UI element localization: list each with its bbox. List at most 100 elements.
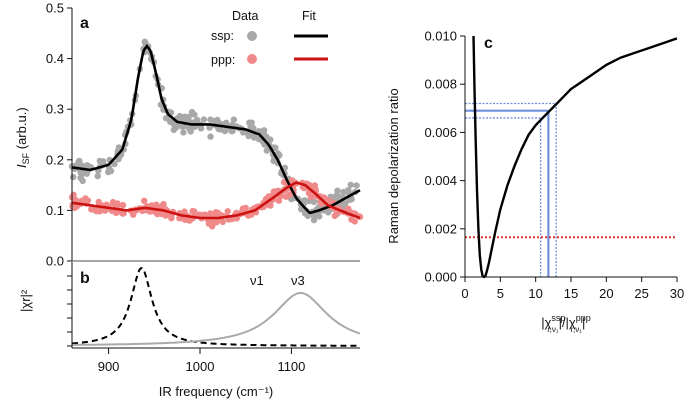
ppp-data-point: [72, 196, 79, 204]
panel-c-y-tick-label: 0.010: [424, 29, 457, 44]
ssp-data-point: [301, 197, 308, 204]
panel-c-x-tick-label: 20: [599, 286, 613, 301]
panel-a: 0.00.10.20.30.40.5 a Data Fit ssp: ppp: …: [14, 1, 364, 269]
ssp-data-point: [263, 147, 270, 154]
panel-b: 900 1000 1100 b ν1 ν3 |χr|² IR frequency (…: [18, 262, 361, 399]
panel-a-y-tick-label: 0.4: [46, 51, 64, 66]
panel-b-y-label: |χr|²: [18, 289, 33, 312]
panel-c-y-tick-label: 0.006: [424, 125, 457, 140]
ppp-data-point: [109, 200, 117, 207]
ppp-data-point: [196, 211, 203, 218]
ssp-data-point: [167, 118, 174, 126]
panel-c-y-tick-label: 0.004: [424, 173, 457, 188]
panel-c-guide-lines: [465, 102, 677, 277]
nu1-mode-curve: [72, 267, 360, 347]
ssp-data-point: [70, 173, 77, 181]
panel-c-x-tick-label: 15: [564, 286, 578, 301]
ssp-data-point: [180, 129, 187, 136]
nu3-annotation: ν3: [291, 273, 305, 288]
ssp-data-point: [211, 117, 219, 125]
ssp-data-point: [162, 115, 170, 122]
panel-a-y-tick-label: 0.2: [46, 152, 64, 167]
ssp-data-point: [230, 116, 238, 123]
panel-c-y-tick-label: 0.008: [424, 77, 457, 92]
ppp-data-point: [119, 201, 127, 209]
ssp-data-point: [111, 160, 118, 168]
ssp-data-point: [94, 172, 101, 180]
legend-ppp-label: ppp:: [211, 53, 235, 67]
ssp-data-point: [207, 133, 214, 140]
panel-b-x-tick-label: 1000: [186, 359, 215, 374]
ssp-data-point: [246, 119, 253, 126]
ssp-data-point: [80, 170, 87, 177]
panel-a-y-tick-label: 0.5: [46, 1, 64, 16]
legend-data-header: Data: [232, 9, 258, 23]
nu1-annotation: ν1: [250, 273, 264, 288]
ppp-data-point: [162, 212, 169, 219]
panel-c-x-tick-label: 25: [634, 286, 648, 301]
legend-ppp-marker: [247, 54, 257, 64]
ppp-data-point: [78, 197, 85, 204]
ssp-data-point: [240, 129, 247, 136]
panel-b-x-tick-label: 1100: [277, 359, 305, 374]
panel-b-x-label: IR frequency (cm⁻¹): [159, 384, 274, 399]
panel-c-x-label: |χssp r,ν₁|/|χppp r,ν₁|: [541, 313, 591, 334]
panel-a-legend: Data Fit ssp: ppp:: [211, 9, 328, 67]
panel-c-label: c: [484, 35, 493, 52]
ssp-data-point: [188, 108, 196, 116]
ppp-data-point: [114, 209, 121, 216]
ppp-data-point: [326, 197, 333, 204]
ssp-data-point: [345, 187, 352, 194]
ppp-data-point: [348, 216, 355, 223]
legend-fit-header: Fit: [302, 9, 316, 23]
ppp-fit-line: [71, 181, 361, 220]
panel-b-x-ticks: 900 1000 1100: [98, 348, 305, 374]
ppp-data-point: [224, 208, 231, 215]
ssp-data-point: [179, 123, 186, 130]
panel-a-y-tick-label: 0.1: [46, 203, 64, 218]
ppp-data-point: [189, 207, 196, 215]
ppp-data-point: [186, 217, 193, 224]
panel-a-data-points: [68, 38, 364, 230]
ssp-data-point: [310, 198, 318, 205]
ssp-data-point: [107, 167, 115, 175]
ssp-data-point: [181, 113, 188, 120]
legend-ssp-label: ssp:: [211, 29, 234, 43]
panel-c-y-tick-label: 0.002: [424, 221, 457, 236]
panel-b-label: b: [80, 270, 90, 287]
panel-c-x-tick-label: 0: [461, 286, 468, 301]
ssp-data-point: [260, 130, 267, 137]
ssp-fit-line: [71, 43, 361, 215]
panel-c-x-tick-label: 10: [528, 286, 542, 301]
ssp-data-point: [170, 126, 177, 134]
ssp-data-point: [200, 116, 208, 123]
ppp-data-point: [265, 193, 272, 200]
ppp-data-point: [242, 204, 249, 212]
ssp-data-point: [187, 128, 194, 135]
panel-c-x-ticks: 0 5 10 15 20 25 30: [461, 277, 684, 301]
ssp-data-point: [353, 182, 360, 189]
panel-b-y-ticks: [67, 275, 72, 347]
ppp-data-point: [84, 197, 92, 204]
nu3-mode-curve: [72, 292, 361, 346]
panel-a-label: a: [80, 15, 89, 32]
panel-a-y-tick-label: 0.3: [46, 102, 64, 117]
ssp-data-point: [347, 181, 354, 188]
panel-c-x-tick-label: 5: [497, 286, 504, 301]
ssp-data-point: [206, 124, 213, 131]
panel-c-y-label: Raman depolarization ratio: [386, 88, 401, 243]
ppp-data-point: [141, 197, 148, 204]
ssp-data-point: [325, 209, 332, 216]
ssp-data-point: [334, 187, 341, 194]
panel-a-y-ticks: 0.0 0.1 0.2 0.3 0.4 0.5: [46, 1, 72, 269]
ppp-data-point: [213, 219, 220, 226]
panel-c-y-ticks: 0.000 0.002 0.004 0.006 0.008 0.010: [424, 29, 465, 285]
ppp-data-point: [311, 182, 318, 189]
ssp-data-point: [301, 210, 309, 217]
ppp-data-point: [205, 220, 213, 227]
ppp-data-point: [286, 191, 293, 199]
depolarization-curve: [472, 35, 678, 279]
ssp-data-point: [229, 127, 236, 135]
legend-ssp-marker: [247, 31, 257, 41]
